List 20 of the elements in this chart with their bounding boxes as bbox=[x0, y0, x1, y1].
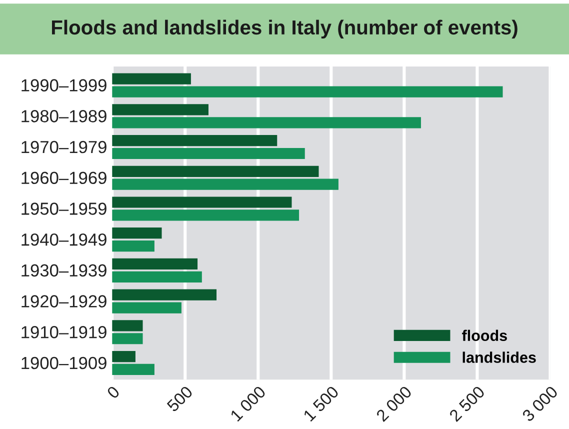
y-tick-label: 1990–1999 bbox=[22, 79, 106, 92]
legend-label: landslides bbox=[462, 352, 536, 363]
legend-label: floods bbox=[462, 330, 507, 342]
y-tick-label: 1920–1929 bbox=[22, 295, 106, 308]
y-tick-label: 1910–1919 bbox=[22, 326, 106, 338]
y-tick-label: 1970–1979 bbox=[22, 140, 106, 154]
y-tick-label: 1980–1989 bbox=[22, 110, 106, 122]
x-tick-label: 3 000 bbox=[521, 385, 558, 422]
y-tick-label: 1940–1949 bbox=[22, 233, 106, 246]
x-tick-label: 2 500 bbox=[448, 385, 486, 422]
x-tick-label: 0 bbox=[106, 385, 120, 400]
y-tick-label: 1950–1959 bbox=[22, 202, 106, 215]
x-tick-label: 2 000 bbox=[376, 385, 412, 422]
chart-title: Floods and landslides in Italy (number of events) bbox=[52, 20, 518, 39]
y-tick-label: 1930–1939 bbox=[22, 264, 106, 277]
y-tick-label: 1900–1909 bbox=[22, 356, 106, 370]
x-tick-label: 1 500 bbox=[302, 385, 340, 422]
x-tick-label: 500 bbox=[166, 385, 194, 412]
y-tick-label: 1960–1969 bbox=[22, 172, 106, 184]
x-tick-label: 1 000 bbox=[230, 385, 266, 422]
